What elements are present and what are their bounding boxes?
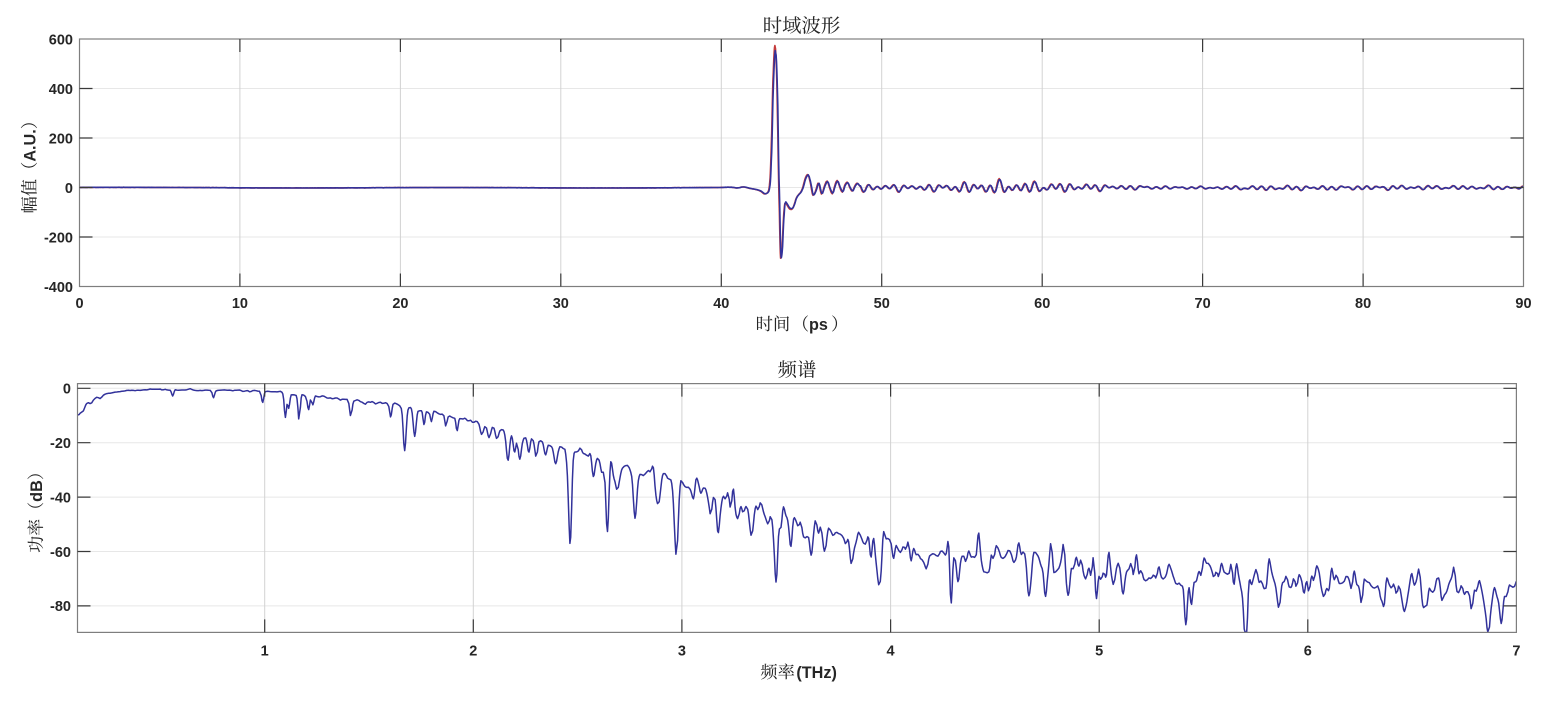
svg-text:4: 4 [887, 643, 895, 659]
svg-text:-400: -400 [44, 280, 73, 296]
svg-text:200: 200 [49, 131, 73, 147]
svg-text:6: 6 [1304, 643, 1312, 659]
svg-text:30: 30 [553, 296, 569, 312]
svg-text:70: 70 [1195, 296, 1211, 312]
svg-text:10: 10 [232, 296, 248, 312]
svg-text:-20: -20 [50, 436, 71, 452]
svg-text:-40: -40 [50, 490, 71, 506]
svg-text:-80: -80 [50, 599, 71, 615]
svg-text:2: 2 [469, 643, 477, 659]
svg-text:-200: -200 [44, 230, 73, 246]
svg-text:60: 60 [1034, 296, 1050, 312]
svg-text:40: 40 [713, 296, 729, 312]
svg-text:600: 600 [49, 32, 73, 48]
svg-text:80: 80 [1355, 296, 1371, 312]
svg-text:50: 50 [874, 296, 890, 312]
svg-text:5: 5 [1095, 643, 1103, 659]
svg-text:-60: -60 [50, 545, 71, 561]
svg-text:3: 3 [678, 643, 686, 659]
svg-text:dB: dB [28, 480, 46, 502]
svg-text:400: 400 [49, 82, 73, 98]
svg-text:7: 7 [1512, 643, 1520, 659]
svg-text:0: 0 [65, 181, 73, 197]
svg-text:A.U.: A.U. [22, 129, 40, 161]
svg-text:0: 0 [75, 296, 83, 312]
svg-text:ps: ps [809, 316, 828, 334]
svg-text:(THz): (THz) [796, 664, 836, 682]
svg-text:1: 1 [261, 643, 269, 659]
svg-text:90: 90 [1515, 296, 1531, 312]
svg-text:0: 0 [63, 382, 71, 398]
svg-text:20: 20 [392, 296, 408, 312]
